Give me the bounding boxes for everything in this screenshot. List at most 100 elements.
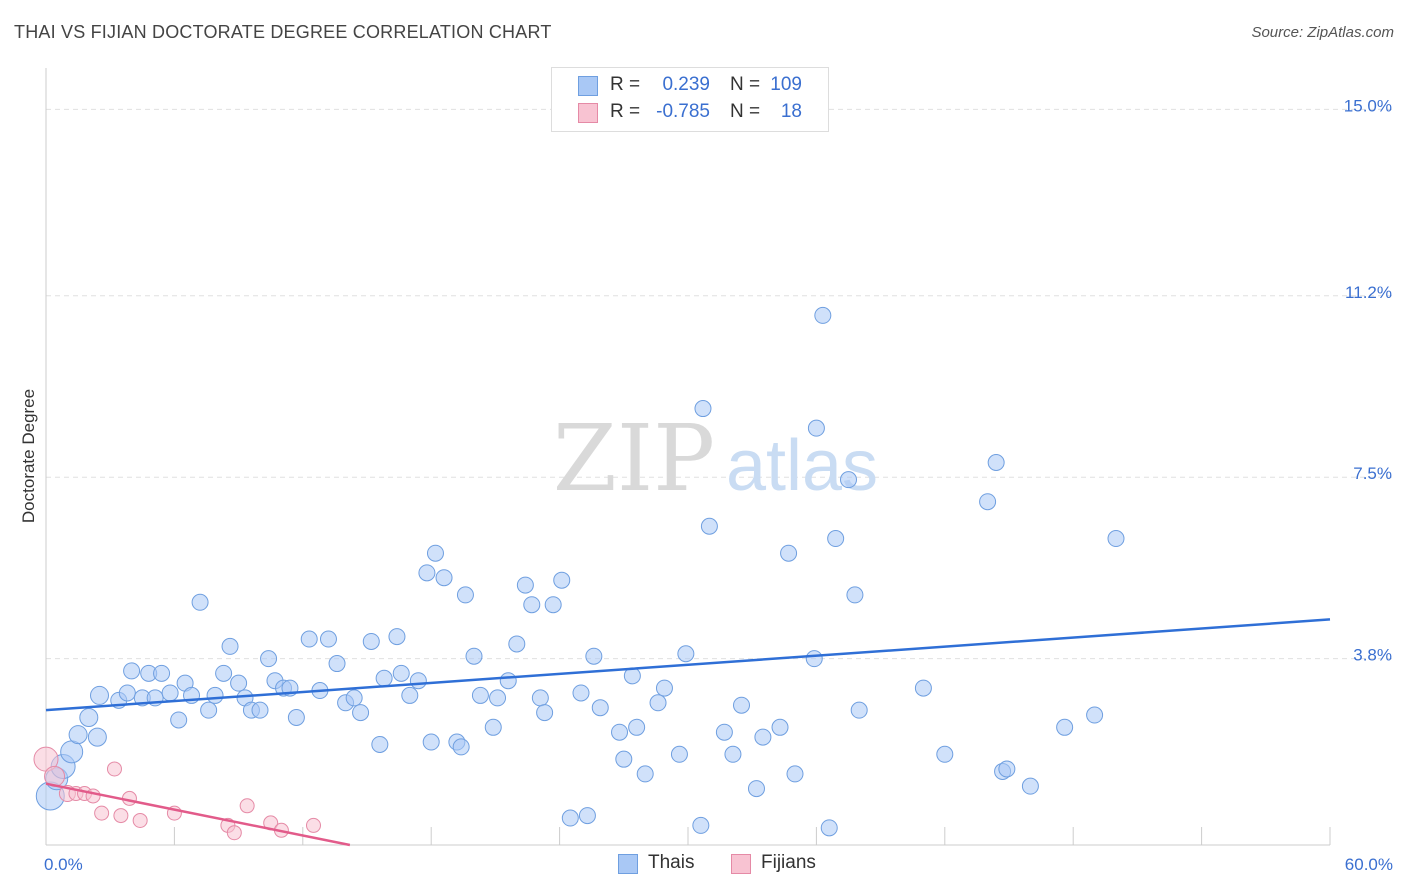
y-tick-label: 11.2%: [1345, 283, 1392, 302]
point-thais: [553, 571, 571, 589]
point-thais: [805, 650, 823, 668]
point-thais: [371, 735, 389, 753]
point-thais: [733, 696, 750, 714]
point-thais: [578, 807, 596, 825]
point-thais: [508, 635, 526, 653]
chart-title: THAI VS FIJIAN DOCTORATE DEGREE CORRELAT…: [14, 22, 552, 42]
bottom-legend-swatch-fijians: [731, 854, 751, 874]
point-thais: [786, 765, 804, 783]
y-axis-label: Doctorate Degree: [19, 389, 38, 523]
point-thais: [499, 672, 517, 690]
legend-r-value: -0.785: [656, 101, 710, 122]
point-thais: [516, 576, 534, 594]
point-thais: [422, 733, 440, 751]
point-thais: [221, 637, 239, 655]
legend-n-value: 18: [780, 101, 802, 122]
point-thais: [260, 650, 278, 668]
point-thais: [636, 765, 654, 783]
point-thais: [649, 694, 667, 712]
y-tick-label: 7.5%: [1353, 464, 1392, 483]
legend-n-label: N =: [730, 101, 761, 122]
point-thais: [206, 686, 224, 704]
point-thais: [401, 686, 419, 704]
point-thais: [771, 718, 789, 736]
point-thais: [615, 750, 633, 768]
point-thais: [392, 664, 410, 682]
point-thais: [677, 645, 695, 663]
point-fijians: [113, 808, 129, 824]
point-thais: [807, 419, 825, 437]
point-thais: [452, 738, 470, 756]
point-thais: [561, 809, 579, 827]
legend-r-label: R =: [610, 74, 641, 95]
point-fijians: [226, 825, 242, 841]
point-thais: [388, 628, 406, 646]
point-thais: [1086, 706, 1104, 724]
point-thais: [319, 630, 337, 648]
trend-line-fijians: [45, 782, 351, 847]
point-thais: [345, 689, 363, 707]
point-thais: [846, 586, 864, 604]
y-tick-label: 15.0%: [1344, 96, 1392, 115]
point-thais: [435, 569, 453, 587]
point-thais: [850, 701, 868, 719]
point-thais: [692, 816, 710, 834]
point-thais: [90, 685, 109, 705]
point-thais: [715, 723, 733, 741]
watermark-atlas: atlas: [726, 426, 878, 506]
point-thais: [200, 701, 218, 719]
point-thais: [79, 708, 99, 727]
legend-r-label: R =: [610, 101, 641, 122]
point-thais: [611, 723, 629, 741]
point-thais: [118, 684, 136, 702]
bottom-legend: Thais Fijians: [0, 852, 1406, 878]
bottom-legend-swatch-thais: [618, 854, 638, 874]
bottom-legend-label-thais: Thais: [648, 852, 695, 873]
point-thais: [544, 596, 562, 614]
point-thais: [1021, 777, 1039, 795]
point-thais: [328, 655, 346, 673]
legend-swatch-thais: [578, 76, 598, 96]
x-tick-labels: 0.0% 60.0%: [44, 855, 1393, 874]
point-thais: [60, 740, 84, 764]
point-thais: [914, 679, 932, 697]
point-thais: [820, 819, 838, 837]
point-thais: [694, 400, 712, 418]
point-fijians: [94, 805, 110, 821]
point-fijians: [132, 812, 148, 828]
point-thais: [700, 517, 718, 535]
point-thais: [1107, 530, 1125, 548]
point-thais: [87, 727, 107, 747]
point-fijians: [106, 761, 122, 777]
point-thais: [523, 596, 541, 614]
point-thais: [375, 669, 393, 687]
point-thais: [780, 544, 798, 562]
point-thais: [251, 701, 269, 719]
point-fijians: [306, 817, 321, 833]
legend-swatch-fijians: [578, 103, 598, 123]
point-thais: [572, 684, 590, 702]
point-thais: [754, 728, 772, 746]
point-thais: [161, 684, 179, 702]
point-thais: [655, 679, 673, 697]
point-thais: [585, 647, 603, 665]
x-tick-label-max: 60.0%: [1345, 855, 1393, 874]
point-thais: [153, 664, 171, 682]
x-tick-label-min: 0.0%: [44, 855, 83, 874]
trend-line-thais: [45, 618, 1331, 712]
point-thais: [362, 632, 380, 650]
y-tick-labels: 3.8% 7.5% 11.2% 15.0%: [1344, 96, 1392, 664]
trend-lines: [45, 618, 1331, 847]
legend-box: R = 0.239 N = 109 R = -0.785 N = 18: [551, 67, 829, 132]
watermark-zip: ZIP: [553, 405, 715, 512]
point-thais: [936, 745, 954, 763]
point-thais: [747, 780, 765, 798]
source-credit: Source: ZipAtlas.com: [1251, 24, 1394, 41]
grid-lines: [46, 108, 1392, 660]
point-thais: [352, 704, 370, 722]
point-thais: [426, 544, 444, 562]
legend-n-label: N =: [730, 74, 761, 95]
point-thais: [840, 471, 857, 489]
point-thais: [1056, 718, 1074, 736]
